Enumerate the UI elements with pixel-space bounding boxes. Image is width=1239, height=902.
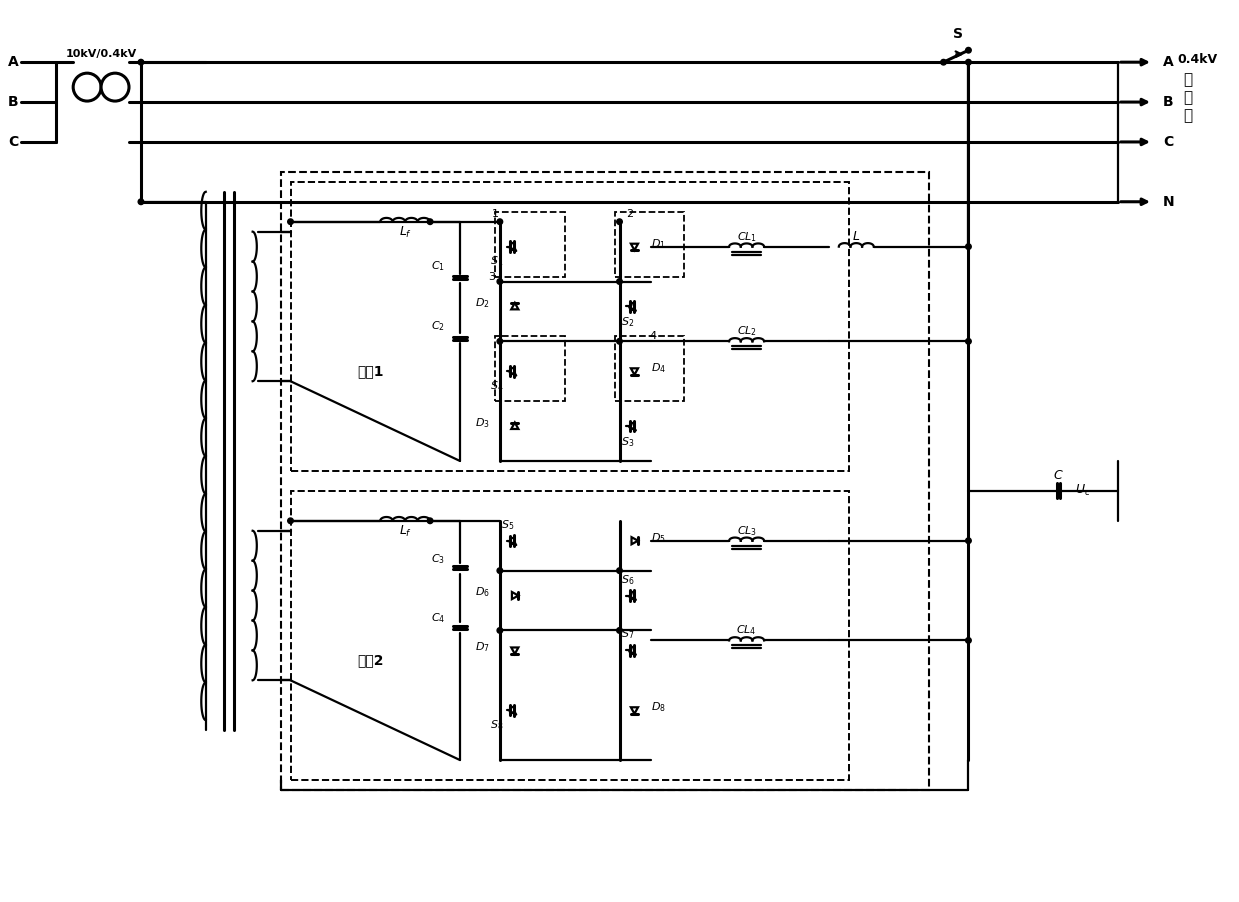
Circle shape [965,338,971,345]
Bar [494,336,565,401]
Text: 2: 2 [626,208,633,218]
Text: $D_1$: $D_1$ [652,236,667,251]
Circle shape [940,60,947,65]
Text: $C_4$: $C_4$ [431,612,445,625]
Bar [615,336,684,401]
Text: $D_6$: $D_6$ [475,585,489,600]
Circle shape [965,60,971,65]
Bar [290,182,849,471]
Polygon shape [512,422,518,429]
Text: $U_c$: $U_c$ [1075,483,1092,499]
Circle shape [617,279,622,284]
Bar [280,172,928,790]
Text: $S_5$: $S_5$ [502,518,514,531]
Circle shape [497,568,503,574]
Polygon shape [631,244,638,250]
Circle shape [965,48,971,53]
Text: $S_3$: $S_3$ [621,435,634,449]
Circle shape [965,538,971,544]
Text: $S_8$: $S_8$ [491,718,503,732]
Circle shape [139,199,144,205]
Text: $S_2$: $S_2$ [621,316,634,329]
Text: B: B [1163,95,1173,109]
Polygon shape [512,303,518,309]
Text: 侧: 侧 [1183,108,1192,124]
Text: 3: 3 [488,272,496,281]
Circle shape [102,73,129,101]
Text: $L$: $L$ [852,230,860,244]
Circle shape [497,338,503,345]
Text: $CL_4$: $CL_4$ [736,623,757,638]
Circle shape [139,60,144,65]
Text: 4: 4 [649,331,657,341]
Circle shape [617,568,622,574]
Text: $CL_3$: $CL_3$ [736,524,757,538]
Text: $S_1$: $S_1$ [491,254,503,269]
Circle shape [287,518,294,523]
Polygon shape [512,648,518,654]
Polygon shape [632,538,638,544]
Text: A: A [7,55,19,69]
Text: $L_f$: $L_f$ [399,226,411,240]
Text: C: C [9,135,19,149]
Circle shape [287,219,294,225]
Text: $D_2$: $D_2$ [476,297,489,310]
Text: 10kV/0.4kV: 10kV/0.4kV [66,50,136,60]
Text: N: N [1163,195,1175,208]
Text: A: A [1163,55,1173,69]
Circle shape [73,73,102,101]
Text: 模块1: 模块1 [357,364,384,378]
Text: $D_5$: $D_5$ [652,531,667,545]
Circle shape [497,628,503,633]
Circle shape [617,338,622,345]
Text: $CL_1$: $CL_1$ [736,230,757,244]
Text: 0.4kV: 0.4kV [1178,52,1218,66]
Text: $CL_2$: $CL_2$ [736,325,757,338]
Text: $C_3$: $C_3$ [431,552,445,566]
Text: $C_1$: $C_1$ [431,260,445,273]
Text: 户: 户 [1183,90,1192,106]
Polygon shape [631,707,638,713]
Text: $D_4$: $D_4$ [652,362,667,375]
Text: C: C [1163,135,1173,149]
Text: $S_6$: $S_6$ [621,573,634,586]
Text: $S_7$: $S_7$ [621,628,634,641]
Circle shape [965,638,971,643]
Circle shape [497,219,503,225]
Polygon shape [512,592,518,599]
Text: S: S [954,27,964,41]
Bar [615,212,684,277]
Text: $C_2$: $C_2$ [431,319,445,333]
Bar [290,491,849,780]
Text: $D_7$: $D_7$ [475,640,489,654]
Text: 1: 1 [492,208,498,218]
Text: $D_8$: $D_8$ [652,700,667,714]
Text: 模块2: 模块2 [357,653,384,667]
Text: $L_f$: $L_f$ [399,524,411,539]
Circle shape [427,219,432,225]
Circle shape [617,628,622,633]
Polygon shape [631,368,638,375]
Circle shape [965,244,971,250]
Text: $C$: $C$ [1053,469,1063,483]
Bar [494,212,565,277]
Circle shape [497,279,503,284]
Circle shape [427,518,432,523]
Text: $D_3$: $D_3$ [475,416,489,430]
Text: B: B [7,95,19,109]
Circle shape [617,219,622,225]
Text: 用: 用 [1183,73,1192,87]
Text: $S_4$: $S_4$ [491,380,504,393]
